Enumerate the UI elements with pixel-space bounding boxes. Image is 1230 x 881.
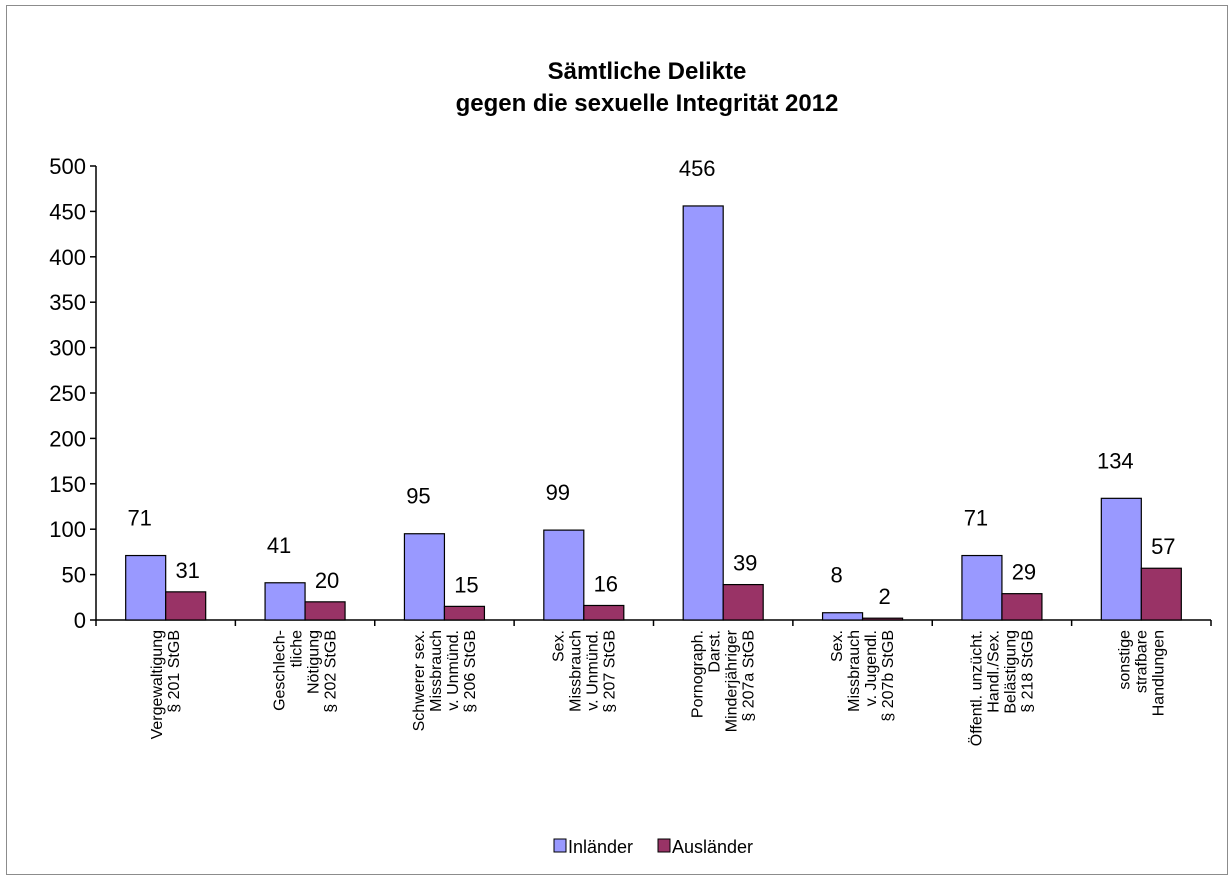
data-label: 16	[594, 571, 618, 596]
category-label-line: § 201 StGB	[166, 630, 183, 713]
category-label: Öffentl. unzücht. Handl./Sex. Belästigung §…	[967, 630, 1036, 746]
chart-title: Sämtliche Delikte gegen die sexuelle Inte…	[456, 58, 839, 117]
legend-label: Inländer	[568, 837, 633, 857]
y-tick-label: 300	[49, 336, 86, 361]
category-label-line: Sex.	[550, 630, 567, 662]
data-label: 20	[315, 568, 339, 593]
category-label-line: Vergewaltigung	[149, 630, 166, 739]
y-tick-label: 350	[49, 290, 86, 315]
y-tick-label: 150	[49, 472, 86, 497]
bar-inlaender	[264, 582, 306, 621]
bar-inlaender	[1100, 497, 1142, 621]
y-tick-label: 450	[49, 199, 86, 224]
category-label-line: § 207a StGB	[741, 630, 758, 722]
category-label-line: v. Unmünd.	[445, 630, 462, 711]
category-label-line: Handl./Sex.	[985, 630, 1002, 713]
bar-inlaender	[403, 533, 446, 621]
category-label-line: § 207 StGB	[601, 630, 618, 713]
category-label-line: Geschlech-	[272, 630, 289, 711]
title-line: Sämtliche Delikte	[548, 58, 747, 85]
data-label: 29	[1012, 560, 1036, 585]
category-label-line: tliche	[289, 630, 306, 667]
category-label-line: Minderjähriger	[724, 629, 741, 732]
category-label-line: Belästigung	[1002, 630, 1019, 714]
category-label-line: § 202 StGB	[323, 630, 340, 713]
y-tick-label: 200	[49, 426, 86, 451]
data-label: 31	[175, 558, 199, 583]
bar-inlaender	[961, 554, 1003, 621]
category-label-line: Schwerer sex.	[411, 630, 428, 731]
category-label: Vergewaltigung § 201 StGB	[149, 630, 183, 739]
bar-auslaender	[722, 583, 764, 621]
category-label: Sex. Missbrauch v. Jugendl. § 207b StGB	[829, 630, 897, 722]
category-label-line: Missbrauch	[567, 630, 584, 712]
bar-chart: Sämtliche Delikte gegen die sexuelle Inte…	[49, 58, 1212, 857]
data-label: 456	[679, 156, 716, 181]
category-label-line: Missbrauch	[846, 630, 863, 712]
category-label: Geschlech-tliche Nötigung § 202 StGB	[272, 630, 340, 713]
category-label-line: Handlungen	[1150, 630, 1167, 716]
category-label-line: Nötigung	[306, 630, 323, 694]
data-label: 15	[454, 572, 478, 597]
category-label-line: Pornograph.	[690, 630, 707, 718]
bar-auslaender	[443, 605, 486, 621]
category-label: Sex. Missbrauch v. Unmünd. § 207 StGB	[550, 630, 618, 713]
category-label-line: Sex.	[829, 630, 846, 662]
data-label: 134	[1097, 448, 1134, 473]
y-tick-label: 250	[49, 381, 86, 406]
legend-swatch	[657, 838, 671, 853]
category-label-line: sonstige	[1116, 630, 1133, 690]
category-label-line: § 206 StGB	[462, 630, 479, 713]
data-labels: 71 31 41 20 95 15 99 16 456 39 8 2 71 29 134 57	[127, 156, 1175, 609]
y-tick-label: 500	[49, 154, 86, 179]
bar-auslaender	[1001, 593, 1043, 621]
category-label-line: v. Jugendl.	[863, 630, 880, 706]
data-label: 2	[878, 584, 890, 609]
bar-inlaender	[543, 529, 585, 621]
bar-auslaender	[861, 617, 904, 621]
data-label: 39	[733, 551, 757, 576]
data-label: 57	[1151, 534, 1175, 559]
category-label-line: strafbare	[1133, 630, 1150, 693]
chart-axes: 0 50 100 150 200 250 300 350 400 450 500	[49, 154, 1212, 633]
category-label-line: v. Unmünd.	[584, 630, 601, 711]
category-label-line: Missbrauch	[428, 630, 445, 712]
bar-auslaender	[583, 604, 625, 621]
data-label: 41	[267, 533, 291, 558]
bar-auslaender	[1140, 567, 1182, 621]
category-label-line: § 218 StGB	[1019, 630, 1036, 713]
category-label-line: § 207b StGB	[880, 630, 897, 722]
legend: Inländer Ausländer	[553, 837, 753, 857]
chart-bars	[125, 205, 1182, 621]
y-tick-label: 50	[62, 563, 86, 588]
data-label: 95	[406, 484, 430, 509]
title-line: gegen die sexuelle Integrität 2012	[456, 90, 839, 117]
bar-inlaender	[821, 612, 864, 621]
category-label: sonstige strafbare Handlungen	[1116, 630, 1167, 716]
category-label-line: Darst.	[707, 630, 724, 673]
bar-inlaender	[682, 205, 724, 621]
bar-auslaender	[165, 591, 207, 621]
data-label: 71	[127, 506, 151, 531]
legend-swatch	[553, 838, 567, 853]
data-label: 71	[964, 506, 988, 531]
y-tick-label: 0	[74, 608, 86, 633]
chart-frame: Sämtliche Delikte gegen die sexuelle Inte…	[6, 5, 1228, 875]
category-labels: Vergewaltigung § 201 StGB Geschlech-tliche…	[149, 629, 1167, 746]
category-label: Pornograph. Darst. Minderjähriger § 207a St…	[690, 629, 758, 732]
bar-auslaender	[304, 601, 346, 621]
y-tick-label: 400	[49, 245, 86, 270]
category-label: Schwerer sex. Missbrauch v. Unmünd. § 206 S…	[411, 630, 479, 731]
category-label-line: Öffentl. unzücht.	[967, 630, 985, 746]
data-label: 99	[546, 480, 570, 505]
bar-inlaender	[125, 554, 167, 621]
data-label: 8	[830, 563, 842, 588]
legend-label: Ausländer	[672, 837, 753, 857]
y-tick-label: 100	[49, 517, 86, 542]
